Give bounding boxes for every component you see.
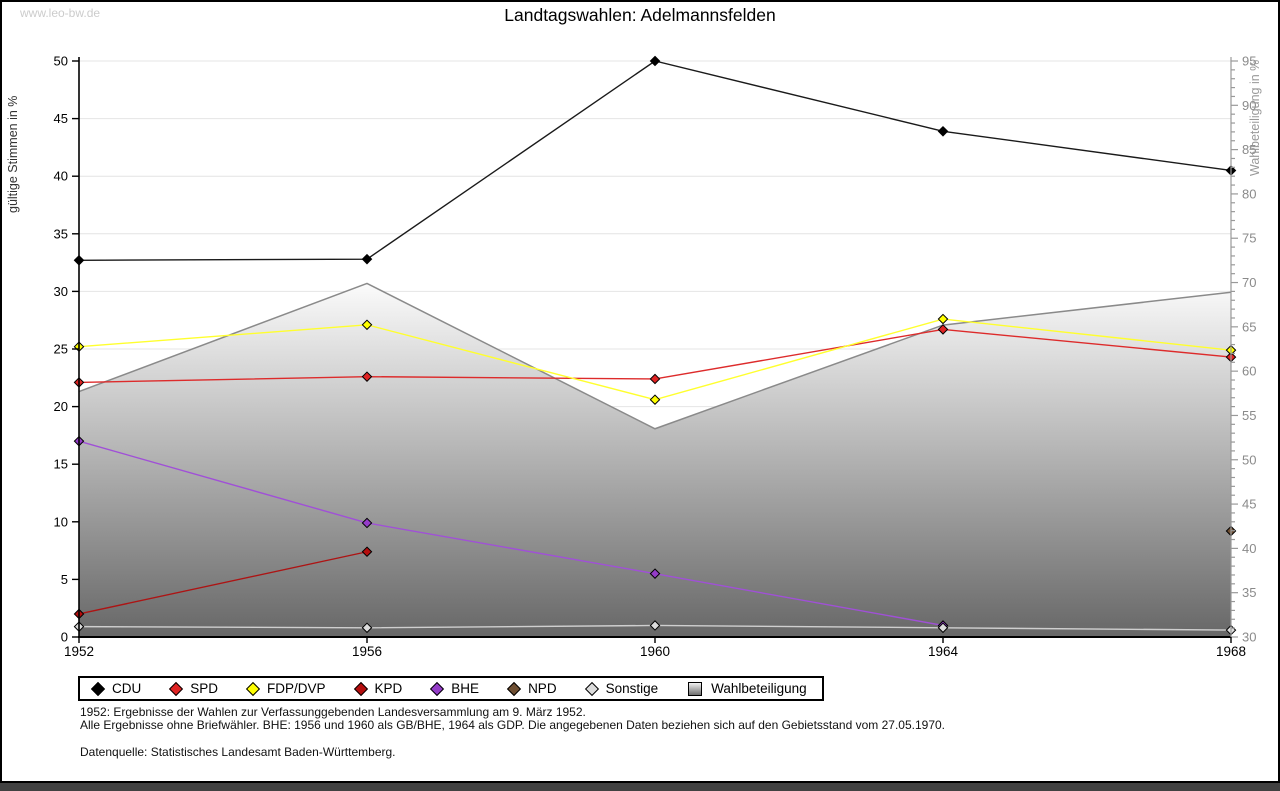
x-axis-year-label: 1964 xyxy=(928,644,959,659)
series-line-cdu xyxy=(78,60,1232,261)
left-axis-tick-label: 25 xyxy=(54,342,68,357)
right-axis-title: Wahlbeteiligung in % xyxy=(1248,59,1262,176)
legend-label: BHE xyxy=(451,681,480,696)
turnout-area xyxy=(79,283,1231,637)
page-title: Landtagswahlen: Adelmannsfelden xyxy=(504,5,776,25)
left-axis-tick-label: 0 xyxy=(61,630,68,645)
marker-bhe xyxy=(361,517,373,529)
legend-item-kpd: KPD xyxy=(353,681,403,696)
diamond-marker-icon xyxy=(245,681,261,696)
left-axis-tick-label: 5 xyxy=(61,572,68,587)
footnote-source: Datenquelle: Statistisches Landesamt Bad… xyxy=(80,745,396,759)
marker-fdp-dvp xyxy=(361,319,373,331)
left-axis-title: gültige Stimmen in % xyxy=(6,95,20,213)
chart-legend: CDU SPD FDP/DVP KPD BHE NPD Sonstige Wahlbeteil… xyxy=(78,676,824,701)
legend-label: CDU xyxy=(112,681,142,696)
legend-label: KPD xyxy=(374,681,403,696)
right-axis-tick-label: 30 xyxy=(1242,630,1256,645)
left-axis-tick-label: 20 xyxy=(54,399,68,414)
legend-item-bhe: BHE xyxy=(430,681,480,696)
left-axis-tick-label: 10 xyxy=(54,514,68,529)
right-axis-tick-label: 90 xyxy=(1242,98,1256,113)
right-axis-tick-label: 75 xyxy=(1242,231,1256,246)
right-axis-tick-label: 85 xyxy=(1242,142,1256,157)
watermark-text: www.leo-bw.de xyxy=(20,6,101,20)
right-axis-tick-label: 95 xyxy=(1242,54,1256,69)
marker-spd xyxy=(649,373,661,385)
left-axis-tick-label: 50 xyxy=(54,54,68,69)
legend-item-fdp-dvp: FDP/DVP xyxy=(245,681,326,696)
bottom-edge-bar xyxy=(0,783,1280,791)
series-line-kpd xyxy=(78,551,368,615)
legend-label: Wahlbeteiligung xyxy=(711,681,807,696)
right-axis-tick-label: 55 xyxy=(1242,408,1256,423)
diamond-marker-icon xyxy=(353,681,368,696)
right-axis-tick-label: 50 xyxy=(1242,452,1256,467)
left-axis-tick-label: 30 xyxy=(54,284,68,299)
right-axis-tick-label: 80 xyxy=(1242,186,1256,201)
marker-cdu xyxy=(649,55,661,67)
left-axis-tick-label: 45 xyxy=(54,111,68,126)
diamond-marker-icon xyxy=(90,681,106,696)
diamond-marker-icon xyxy=(584,681,599,696)
legend-item-wahlbeteiligung: Wahlbeteiligung xyxy=(688,681,807,696)
marker-bhe xyxy=(649,568,661,579)
x-axis-year-label: 1952 xyxy=(64,644,94,659)
right-axis-tick-label: 35 xyxy=(1242,585,1256,600)
legend-item-sonstige: Sonstige xyxy=(584,681,659,696)
marker-kpd xyxy=(361,546,373,558)
marker-fdp-dvp xyxy=(649,394,661,405)
gradient-square-icon xyxy=(688,681,703,696)
marker-sonstige xyxy=(937,622,949,634)
right-axis-tick-label: 65 xyxy=(1242,319,1256,334)
legend-label: Sonstige xyxy=(605,681,659,696)
legend-item-spd: SPD xyxy=(169,681,219,696)
diamond-marker-icon xyxy=(430,681,445,696)
turnout-boundary-line xyxy=(78,282,1232,430)
legend-label: FDP/DVP xyxy=(267,681,326,696)
right-axis-tick-label: 70 xyxy=(1242,275,1256,290)
marker-cdu xyxy=(937,125,949,137)
marker-cdu xyxy=(361,253,373,265)
marker-fdp-dvp xyxy=(937,313,949,325)
x-axis-year-label: 1968 xyxy=(1216,644,1246,659)
series-line-bhe xyxy=(78,440,944,627)
diamond-marker-icon xyxy=(169,681,184,696)
marker-spd xyxy=(361,371,373,382)
legend-item-npd: NPD xyxy=(506,681,557,696)
right-axis-tick-label: 45 xyxy=(1242,497,1256,512)
election-line-chart: 0 5 10 15 20 25 30 35 40 45 50 30 35 40 45 50 55 60 65 70 75… xyxy=(54,54,1257,660)
left-axis-tick-label: 40 xyxy=(54,169,68,184)
legend-label: NPD xyxy=(528,681,557,696)
legend-label: SPD xyxy=(190,681,219,696)
x-axis-year-label: 1960 xyxy=(640,644,670,659)
right-axis-tick-label: 40 xyxy=(1242,541,1256,556)
footnote-line-1: 1952: Ergebnisse der Wahlen zur Verfassu… xyxy=(80,705,586,719)
marker-sonstige xyxy=(361,622,373,634)
diamond-marker-icon xyxy=(506,681,522,696)
left-axis-tick-label: 35 xyxy=(54,226,68,241)
legend-item-cdu: CDU xyxy=(90,681,142,696)
left-axis-tick-label: 15 xyxy=(54,457,68,472)
marker-sonstige xyxy=(649,620,661,631)
footnote-line-2: Alle Ergebnisse ohne Briefwähler. BHE: 1… xyxy=(80,718,946,732)
x-axis-year-label: 1956 xyxy=(352,644,382,659)
right-axis-tick-label: 60 xyxy=(1242,364,1256,379)
marker-spd xyxy=(937,324,949,335)
